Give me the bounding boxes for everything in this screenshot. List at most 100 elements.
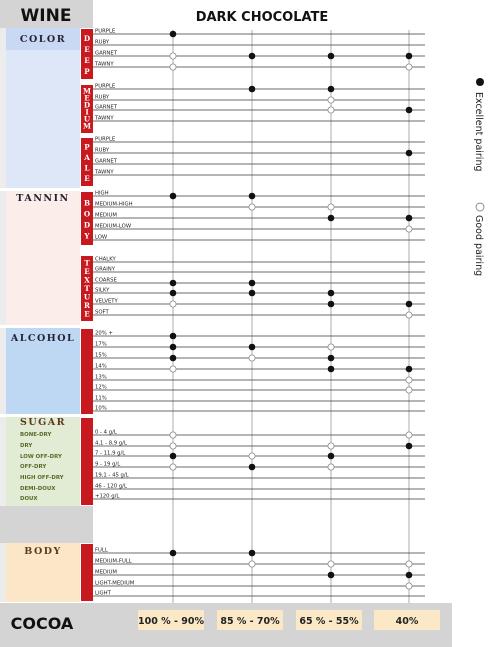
excellent-dot: [327, 214, 335, 222]
sugar-side-label: DOUX: [20, 496, 38, 502]
gap-panel: [0, 506, 93, 543]
excellent-dot: [248, 289, 256, 297]
good-dot: [169, 442, 177, 450]
cocoa-column-label: 65 % - 55%: [299, 616, 359, 627]
good-dot: [169, 63, 177, 71]
excellent-dot: [169, 452, 177, 460]
excellent-dot: [327, 289, 335, 297]
section-panel-color: [6, 28, 80, 188]
group-letter: E: [84, 309, 90, 318]
row-label: PURPLE: [95, 84, 116, 90]
row-label: 15%: [95, 353, 107, 359]
section-panel-body: [6, 543, 80, 602]
good-dot: [169, 463, 177, 471]
excellent-dot: [248, 343, 256, 351]
row-label: LOW: [95, 235, 108, 241]
group-letter: M: [83, 122, 91, 131]
excellent-dot: [405, 149, 413, 157]
row-label: GARNET: [95, 159, 118, 165]
excellent-dot: [405, 571, 413, 579]
cocoa-box-3: [374, 610, 440, 630]
group-letter: I: [85, 108, 89, 117]
excellent-dot: [405, 214, 413, 222]
group-letter: E: [84, 94, 90, 103]
good-dot: [327, 442, 335, 450]
group-letter: T: [84, 259, 90, 268]
good-dot: [248, 560, 256, 568]
group-letter: Y: [83, 231, 90, 240]
row-label: 12%: [95, 385, 107, 391]
row-label: 7 - 11,9 g/L: [95, 451, 125, 457]
excellent-dot: [169, 343, 177, 351]
row-label: 17%: [95, 342, 107, 348]
group-letter: L: [84, 163, 89, 172]
legend-excellent-dot: [476, 78, 484, 86]
sugar-side-label: BONE-DRY: [20, 432, 51, 438]
row-label: 10%: [95, 406, 107, 412]
good-dot: [169, 300, 177, 308]
good-dot: [327, 343, 335, 351]
group-letter: A: [83, 153, 90, 162]
red-bar-sugar-0: [81, 418, 93, 505]
excellent-dot: [169, 354, 177, 362]
good-dot: [405, 431, 413, 439]
row-label: RUBY: [95, 148, 110, 154]
wine-header: WINE: [21, 6, 72, 26]
sugar-side-label: DRY: [20, 443, 32, 449]
good-dot: [169, 431, 177, 439]
good-dot: [327, 463, 335, 471]
group-letter: T: [84, 284, 90, 293]
excellent-dot: [405, 365, 413, 373]
section-panel-sugar: [6, 417, 80, 506]
excellent-dot: [248, 85, 256, 93]
excellent-dot: [327, 52, 335, 60]
section-panel-tannin: [6, 191, 80, 325]
cocoa-column-label: 85 % - 70%: [220, 616, 280, 627]
row-label: +120 g/L: [95, 494, 119, 500]
grid-layer: [93, 30, 425, 603]
group-letter: P: [84, 142, 90, 151]
wine-header-bg: [0, 0, 93, 28]
row-label: SOFT: [95, 310, 109, 316]
sugar-side-label: LOW OFF-DRY: [20, 454, 62, 460]
row-label: MEDIUM-HIGH: [95, 202, 133, 208]
good-dot: [327, 96, 335, 104]
excellent-dot: [327, 300, 335, 308]
group-letter: E: [84, 45, 90, 54]
excellent-dot: [248, 279, 256, 287]
excellent-dot: [169, 30, 177, 38]
excellent-dot: [169, 192, 177, 200]
chart-title: DARK CHOCOLATE: [196, 10, 329, 25]
row-label: 20% +: [95, 331, 113, 337]
excellent-dot: [169, 332, 177, 340]
good-dot: [405, 376, 413, 384]
color-panel-top: [6, 28, 80, 50]
row-label: GARNET: [95, 51, 118, 57]
section-edge-body: [0, 543, 6, 602]
section-title-alcohol: ALCOHOL: [10, 333, 75, 344]
excellent-dot: [169, 289, 177, 297]
red-bar-tannin-0: [81, 192, 93, 245]
row-label: MEDIUM-LOW: [95, 224, 132, 230]
excellent-dot: [327, 571, 335, 579]
row-label: 46 - 120 g/L: [95, 484, 127, 490]
excellent-dot: [405, 442, 413, 450]
row-label: 19,1 - 45 g/L: [95, 473, 129, 479]
row-label: LIGHT: [95, 591, 112, 597]
row-label: MEDIUM-FULL: [95, 559, 132, 565]
row-label: CHALKY: [95, 257, 117, 263]
row-label: VELVETY: [95, 299, 119, 305]
good-dot: [169, 52, 177, 60]
excellent-dot: [405, 52, 413, 60]
text-layer: WINE DARK CHOCOLATE COCOA Excellent pair…: [10, 6, 484, 633]
excellent-dot: [169, 549, 177, 557]
cocoa-label: COCOA: [11, 614, 74, 633]
good-dot: [327, 203, 335, 211]
red-bar-alcohol-0: [81, 329, 93, 414]
row-label: MEDIUM: [95, 570, 117, 576]
good-dot: [405, 225, 413, 233]
sugar-side-label: DEMI-DOUX: [20, 486, 56, 492]
row-label: TAWNY: [94, 170, 114, 176]
good-dot: [327, 106, 335, 114]
legend-good-label: Good pairing: [473, 215, 484, 276]
